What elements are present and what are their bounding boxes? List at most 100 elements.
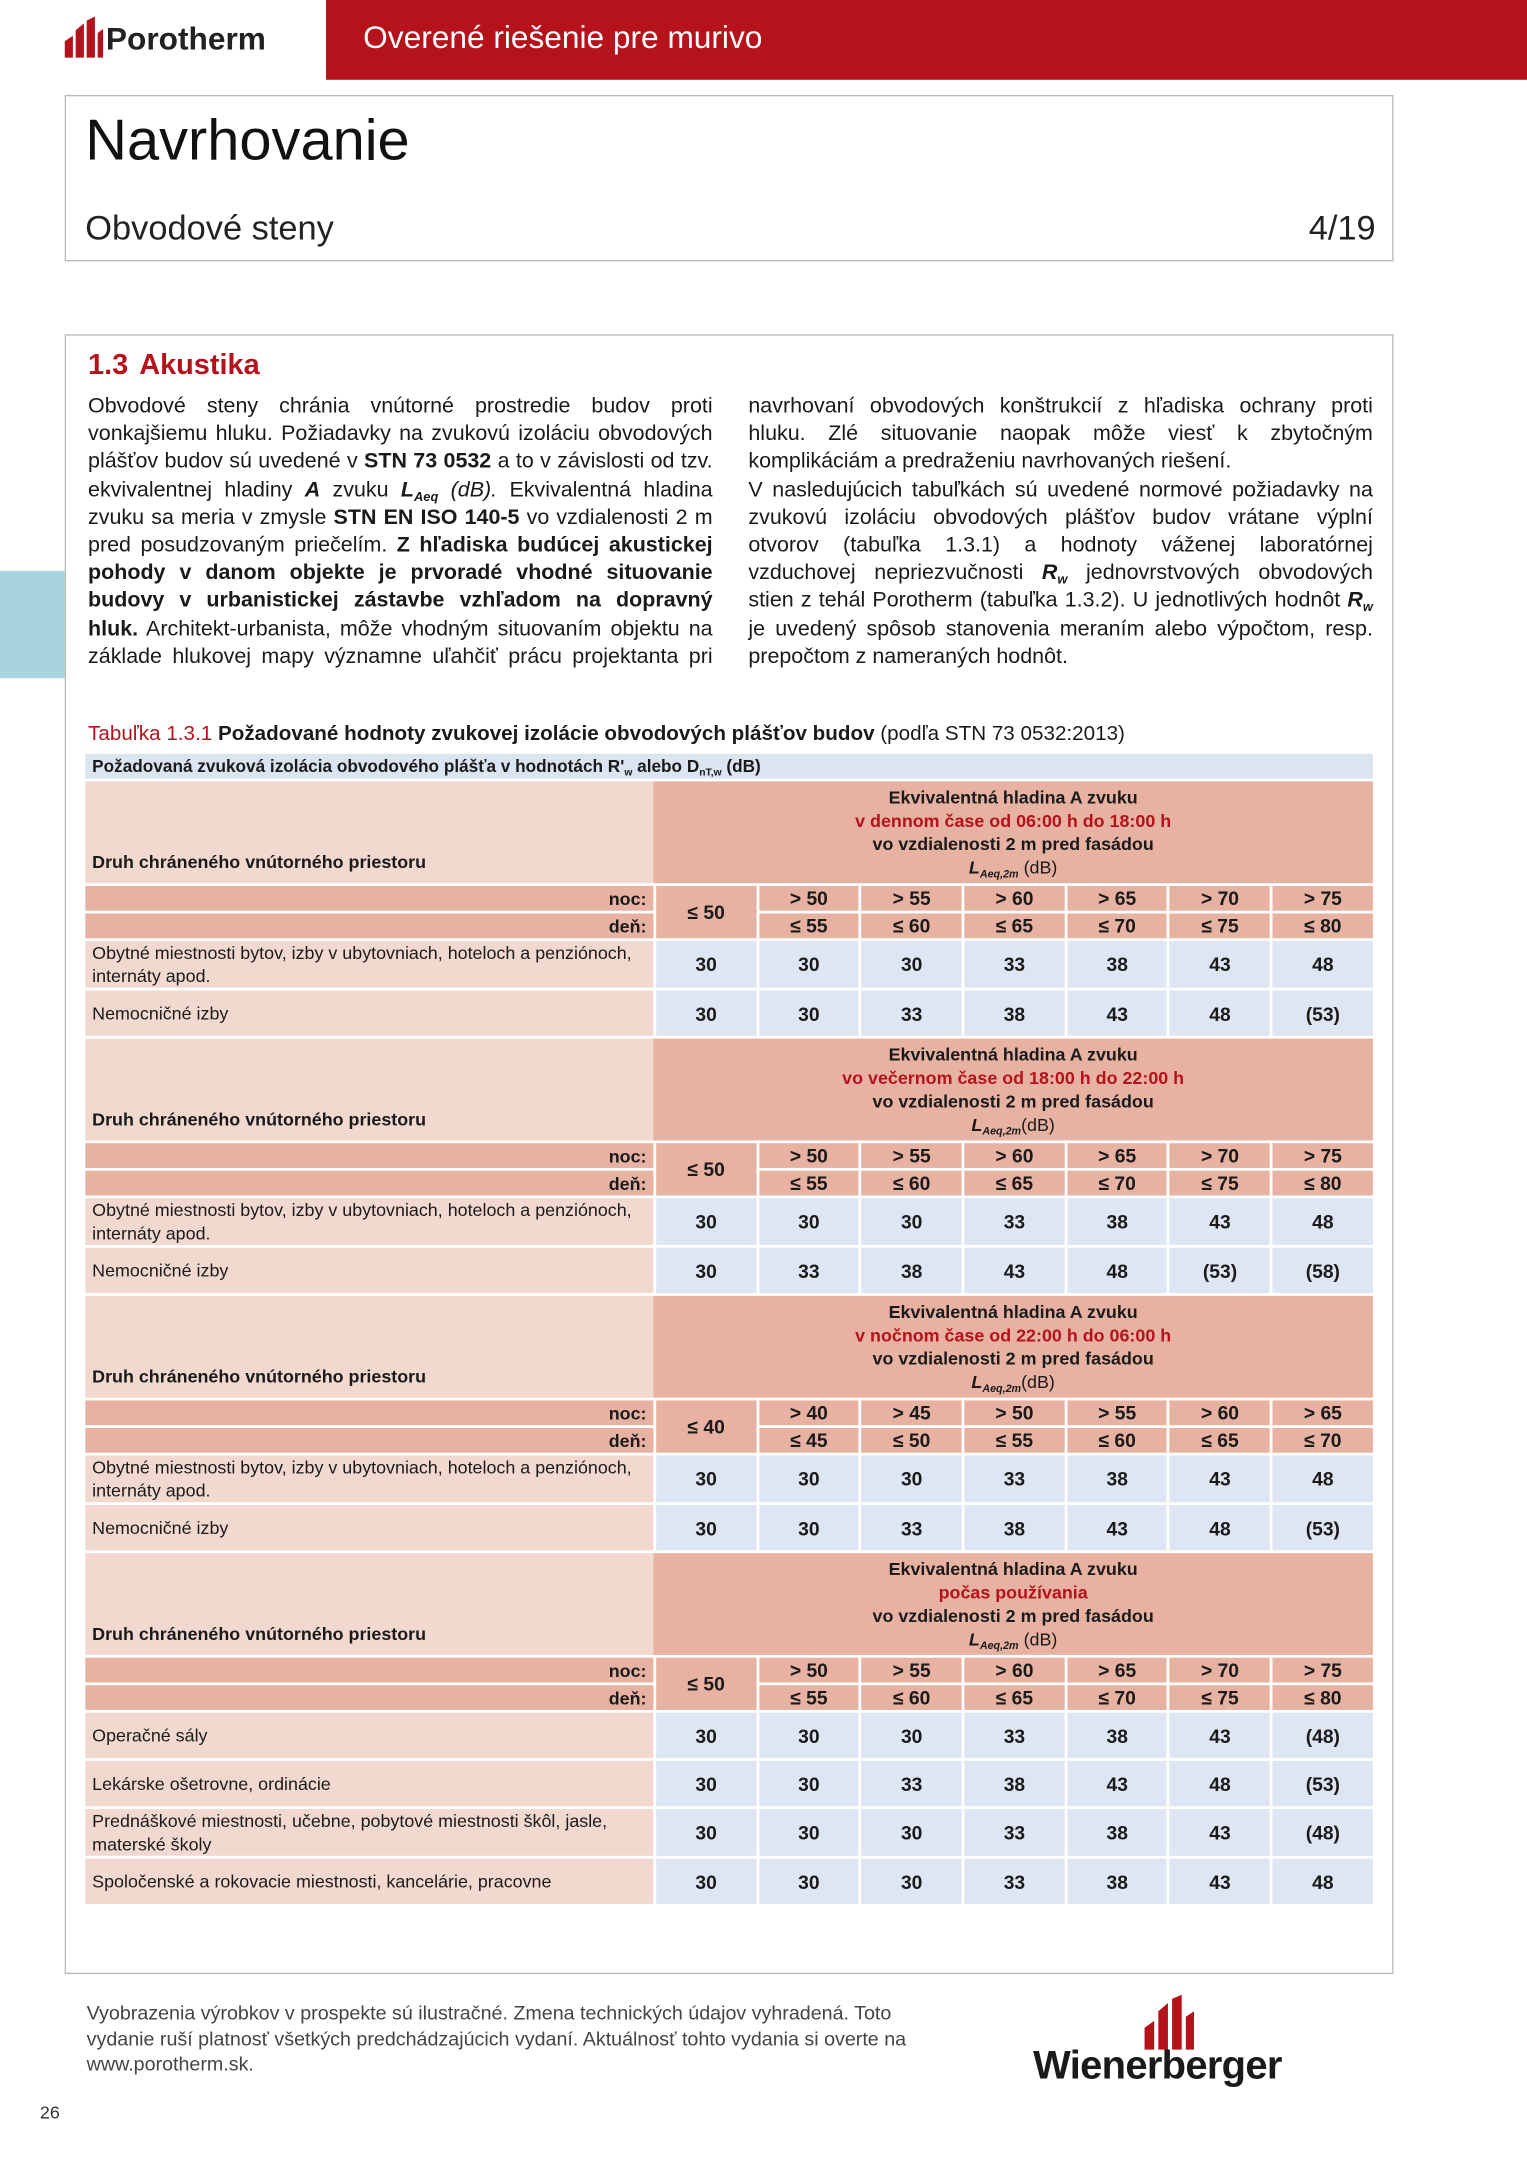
text-run: zvuku [320, 478, 401, 502]
text-run: Aeq,2m [982, 1124, 1022, 1138]
table-row: noc: ≤ 50 > 50 > 55 > 60 > 65 > 70 > 75 [85, 885, 1373, 939]
insulation-value: 33 [858, 1760, 962, 1807]
text-run: (dB) [1021, 1114, 1055, 1135]
insulation-value: 48 [1167, 1760, 1271, 1807]
page-number: 26 [39, 2102, 60, 2123]
night-threshold: > 60 [1167, 1400, 1271, 1426]
table-row: Lekárske ošetrovne, ordinácie 30 30 33 38 43 4… [85, 1760, 1373, 1807]
text-run: Aeq,2m [979, 1639, 1019, 1652]
header-line: LAeq,2m(dB) [653, 1113, 1373, 1136]
insulation-value: 33 [858, 1504, 962, 1551]
night-label: noc: [85, 1400, 654, 1426]
text-run: L [971, 1371, 983, 1393]
day-threshold: ≤ 80 [1270, 913, 1373, 939]
day-threshold: ≤ 70 [1064, 1170, 1168, 1196]
night-threshold: > 75 [1270, 1657, 1373, 1683]
insulation-value: 38 [961, 1760, 1065, 1807]
header-band [326, 0, 1527, 80]
day-threshold: ≤ 70 [1064, 913, 1168, 939]
night-threshold: > 70 [1167, 1657, 1271, 1683]
insulation-value: 30 [653, 1858, 757, 1904]
night-threshold: > 50 [756, 1657, 859, 1683]
text-run: (dB) [721, 756, 761, 776]
table-row: noc: ≤ 40 > 40 > 45 > 50 > 55 > 60 > 65 [85, 1400, 1373, 1453]
first-threshold: ≤ 50 [653, 885, 757, 939]
insulation-value: 48 [1167, 1504, 1271, 1551]
insulation-value: 43 [1167, 1858, 1271, 1904]
table-row: Nemocničné izby 30 30 33 38 43 48 (53) [85, 1504, 1373, 1551]
paragraph: Obvodové steny chránia vnútorné prostred… [88, 393, 1373, 671]
insulation-value: 38 [961, 1504, 1065, 1551]
insulation-value: 30 [858, 1809, 962, 1856]
section-heading: 1.3 Akustika [88, 349, 271, 382]
header-line: vo vzdialenosti 2 m pred fasádou [653, 832, 1373, 855]
day-threshold: ≤ 80 [1270, 1685, 1373, 1710]
night-threshold: > 50 [756, 1143, 859, 1168]
insulation-value: 30 [653, 940, 757, 988]
title-box: Navrhovanie Obvodové steny 4/19 [64, 94, 1394, 262]
insulation-value: 30 [858, 1455, 962, 1503]
day-threshold: ≤ 65 [961, 913, 1065, 939]
header-line: Ekvivalentná hladina A zvuku [653, 1557, 1373, 1580]
text-run: Aeq,2m [979, 867, 1019, 881]
text-run: A [304, 478, 321, 502]
day-threshold: ≤ 65 [961, 1685, 1065, 1710]
insulation-value: 33 [961, 1712, 1065, 1759]
insulation-value: 33 [961, 940, 1065, 988]
day-threshold: ≤ 65 [961, 1170, 1065, 1196]
text-run: w [624, 765, 633, 779]
insulation-value: 30 [653, 990, 757, 1036]
night-threshold: > 55 [858, 885, 962, 911]
day-threshold: ≤ 60 [1064, 1427, 1168, 1453]
header-line: LAeq,2m (dB) [653, 856, 1373, 879]
tagline: Overené riešenie pre murivo [363, 19, 763, 56]
insulation-value: 33 [756, 1247, 859, 1294]
insulation-value: 48 [1270, 1455, 1373, 1503]
insulation-value: 38 [1064, 1455, 1168, 1503]
insulation-value: 48 [1167, 990, 1271, 1036]
day-label: deň: [85, 1685, 654, 1710]
insulation-value: 30 [756, 1858, 859, 1904]
section-number: 1.3 [88, 349, 129, 382]
level-header: Ekvivalentná hladina A zvuku v dennom čas… [653, 781, 1373, 884]
text-run: vo vzdialenosti 2 m pred fasádou [872, 1348, 1154, 1369]
text-run: Požadované hodnoty zvukovej izolácie obv… [212, 722, 875, 746]
insulation-value: 33 [858, 990, 962, 1036]
night-threshold: > 60 [961, 1657, 1065, 1683]
table-row: Nemocničné izby 30 33 38 43 48 (53) (58) [85, 1247, 1373, 1294]
text-run: vo vzdialenosti 2 m pred fasádou [872, 1605, 1154, 1627]
day-threshold: ≤ 55 [756, 1170, 859, 1196]
wienerberger-logo-icon [1144, 1994, 1195, 2050]
day-threshold: ≤ 60 [858, 1170, 962, 1196]
text-run: počas používania [938, 1582, 1088, 1603]
day-threshold: ≤ 45 [756, 1427, 859, 1453]
night-threshold: > 55 [858, 1657, 962, 1683]
insulation-value: 30 [756, 1712, 859, 1759]
insulation-value: 43 [961, 1247, 1065, 1294]
insulation-value: (53) [1270, 1760, 1373, 1807]
table-row: Prednáškové miestnosti, učebne, pobytové… [85, 1809, 1373, 1856]
room-type-header: Druh chráneného vnútorného priestoru [85, 1553, 654, 1655]
text-run: R [1041, 561, 1058, 585]
table-row: Nemocničné izby 30 30 33 38 43 48 (53) [85, 990, 1373, 1036]
night-threshold: > 45 [858, 1400, 962, 1426]
header-line: LAeq,2m(dB) [653, 1370, 1373, 1394]
header-line: vo večernom čase od 18:00 h do 22:00 h [653, 1066, 1373, 1089]
text-run: STN EN ISO 140-5 [333, 505, 520, 530]
day-threshold: ≤ 70 [1270, 1427, 1373, 1453]
room-type: Lekárske ošetrovne, ordinácie [85, 1760, 654, 1807]
day-threshold: ≤ 75 [1167, 1170, 1271, 1196]
table-row: Druh chráneného vnútorného priestoru Ekvi… [85, 1295, 1373, 1398]
day-threshold: ≤ 65 [1167, 1427, 1271, 1453]
text-run: V nasledujúcich tabuľkách sú uvedené nor… [748, 478, 1373, 585]
night-threshold: > 50 [961, 1400, 1065, 1426]
header-line: v nočnom čase od 22:00 h do 06:00 h [653, 1323, 1373, 1346]
text-run: Ekvivalentná hladina zvuku sa meria v zm… [88, 478, 713, 530]
text-run: Ekvivalentná hladina A zvuku [888, 1044, 1138, 1065]
night-label: noc: [85, 1657, 654, 1683]
insulation-value: (48) [1270, 1712, 1373, 1759]
header-line: Ekvivalentná hladina A zvuku [653, 786, 1373, 809]
content-box: 1.3 Akustika Obvodové steny chránia vnúto… [64, 334, 1394, 1975]
insulation-value: 43 [1167, 940, 1271, 988]
